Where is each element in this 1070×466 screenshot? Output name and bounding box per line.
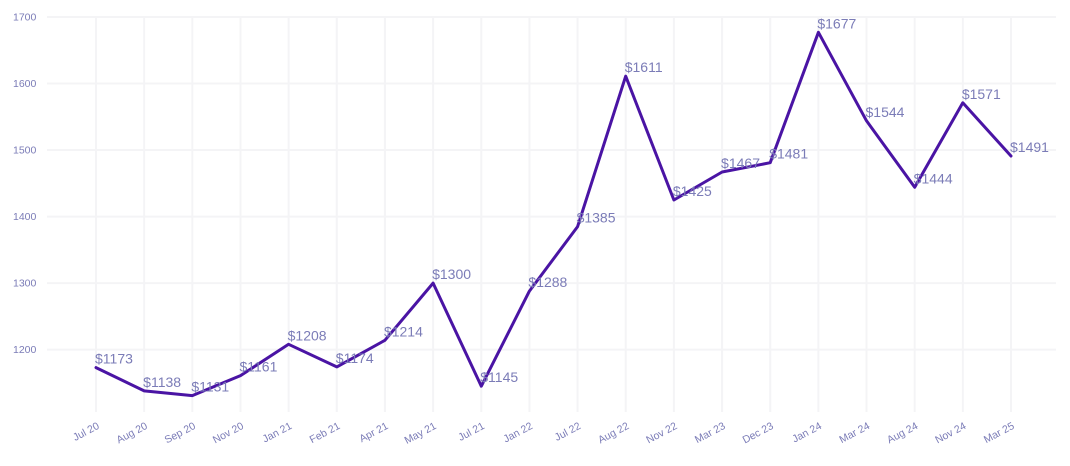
grid (47, 16, 1056, 412)
y-axis: 1200 1300 1400 1500 1600 1700 (13, 12, 37, 357)
x-tick-label: Jul 21 (456, 420, 487, 444)
data-label: $1544 (866, 104, 905, 120)
data-label: $1214 (384, 323, 423, 339)
x-tick-label: Jan 21 (261, 420, 295, 445)
data-label: $1145 (480, 369, 518, 385)
data-label: $1481 (769, 146, 808, 162)
y-tick-label: 1500 (13, 145, 37, 157)
data-label: $1300 (432, 266, 471, 282)
data-label: $1677 (817, 15, 856, 31)
series (94, 30, 1013, 398)
x-tick-label: Apr 21 (357, 420, 390, 445)
x-tick-label: Nov 20 (211, 420, 246, 446)
data-label: $1173 (95, 351, 133, 367)
y-tick-label: 1200 (13, 344, 37, 356)
data-label: $1131 (191, 379, 229, 395)
x-tick-label: Mar 24 (837, 420, 872, 446)
x-tick-label: Dec 23 (741, 420, 776, 446)
data-label: $1611 (625, 59, 663, 75)
y-tick-label: 1400 (13, 211, 37, 223)
data-label: $1174 (336, 350, 374, 366)
x-tick-label: Jul 22 (553, 420, 584, 444)
x-tick-label: Jan 22 (501, 420, 535, 445)
x-tick-label: May 21 (402, 420, 438, 447)
x-tick-label: Aug 20 (115, 420, 150, 446)
x-tick-label: Jul 20 (71, 420, 102, 444)
x-tick-label: Aug 24 (885, 420, 920, 446)
data-label: $1161 (239, 359, 277, 375)
x-tick-label: Sep 20 (163, 420, 198, 446)
data-label: $1208 (288, 327, 327, 343)
data-label: $1467 (721, 155, 760, 171)
data-label: $1425 (673, 183, 712, 199)
data-label: $1288 (528, 274, 567, 290)
data-label: $1571 (962, 86, 1001, 102)
series-line (94, 30, 1013, 398)
data-label: $1444 (914, 170, 953, 186)
data-label: $1491 (1010, 139, 1049, 155)
x-tick-label: Mar 25 (982, 420, 1017, 446)
x-tick-label: Feb 21 (308, 420, 343, 446)
data-label: $1385 (577, 210, 616, 226)
y-tick-label: 1700 (13, 12, 37, 24)
x-tick-label: Jan 24 (790, 420, 824, 445)
y-tick-label: 1300 (13, 278, 37, 290)
y-tick-label: 1600 (13, 78, 37, 90)
x-tick-label: Nov 24 (933, 420, 968, 446)
x-tick-label: Nov 22 (644, 420, 679, 446)
x-tick-label: Aug 22 (596, 420, 631, 446)
data-labels: $1173 $1138 $1131 $1161 $1208 $1174 $1214 $1300… (95, 15, 1049, 394)
data-label: $1138 (143, 374, 181, 390)
x-axis: Jul 20 Aug 20 Sep 20 Nov 20 Jan 21 Feb 21 Apr … (71, 420, 1017, 447)
x-tick-label: Mar 23 (693, 420, 728, 446)
